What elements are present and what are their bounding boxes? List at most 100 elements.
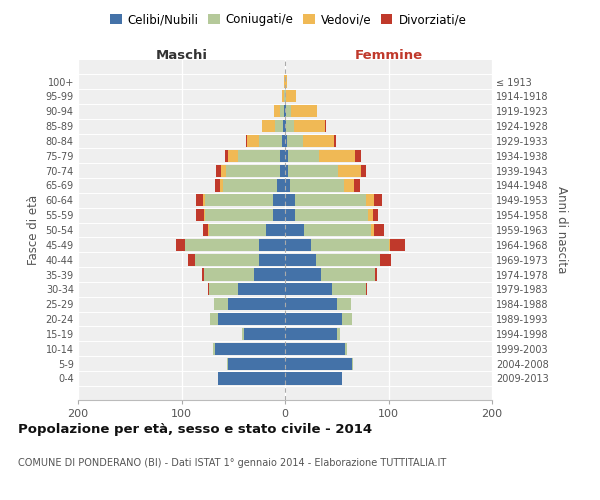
- Bar: [277, 180, 285, 192]
- Bar: [204, 268, 254, 280]
- Bar: [285, 209, 295, 221]
- Bar: [321, 268, 375, 280]
- Bar: [247, 135, 259, 147]
- Bar: [245, 135, 247, 147]
- Bar: [283, 120, 285, 132]
- Bar: [374, 224, 385, 236]
- Bar: [208, 284, 209, 296]
- Bar: [262, 120, 275, 132]
- Bar: [371, 224, 374, 236]
- Legend: Celibi/Nubili, Coniugati/e, Vedovi/e, Divorziati/e: Celibi/Nubili, Coniugati/e, Vedovi/e, Di…: [105, 8, 471, 31]
- Bar: [223, 180, 277, 192]
- Bar: [290, 180, 344, 192]
- Bar: [285, 90, 286, 102]
- Bar: [389, 239, 405, 251]
- Y-axis label: Fasce di età: Fasce di età: [27, 195, 40, 265]
- Bar: [285, 342, 345, 355]
- Bar: [285, 135, 287, 147]
- Bar: [288, 150, 319, 162]
- Bar: [373, 209, 378, 221]
- Bar: [226, 164, 280, 176]
- Bar: [218, 313, 285, 325]
- Bar: [242, 328, 244, 340]
- Bar: [287, 135, 302, 147]
- Bar: [285, 150, 288, 162]
- Bar: [211, 313, 218, 325]
- Bar: [259, 254, 285, 266]
- Bar: [259, 239, 285, 251]
- Bar: [295, 194, 366, 206]
- Bar: [215, 342, 285, 355]
- Bar: [205, 209, 272, 221]
- Bar: [282, 90, 284, 102]
- Bar: [285, 268, 321, 280]
- Bar: [274, 105, 280, 118]
- Bar: [225, 150, 228, 162]
- Bar: [285, 239, 311, 251]
- Bar: [203, 194, 205, 206]
- Bar: [272, 194, 285, 206]
- Bar: [361, 164, 366, 176]
- Bar: [285, 254, 316, 266]
- Bar: [286, 105, 291, 118]
- Bar: [285, 298, 337, 310]
- Bar: [295, 120, 325, 132]
- Y-axis label: Anni di nascita: Anni di nascita: [556, 186, 568, 274]
- Bar: [285, 105, 286, 118]
- Bar: [188, 254, 195, 266]
- Bar: [215, 164, 221, 176]
- Bar: [375, 268, 377, 280]
- Bar: [366, 284, 367, 296]
- Bar: [332, 284, 366, 296]
- Bar: [285, 164, 288, 176]
- Bar: [280, 150, 285, 162]
- Bar: [228, 150, 238, 162]
- Bar: [228, 298, 285, 310]
- Bar: [342, 313, 352, 325]
- Bar: [209, 284, 238, 296]
- Bar: [204, 209, 205, 221]
- Bar: [355, 180, 359, 192]
- Bar: [338, 164, 361, 176]
- Bar: [227, 358, 228, 370]
- Bar: [344, 180, 355, 192]
- Bar: [286, 90, 296, 102]
- Bar: [352, 358, 353, 370]
- Bar: [285, 224, 304, 236]
- Bar: [334, 135, 336, 147]
- Text: Popolazione per età, sesso e stato civile - 2014: Popolazione per età, sesso e stato civil…: [18, 422, 372, 436]
- Bar: [284, 76, 285, 88]
- Bar: [176, 239, 185, 251]
- Bar: [316, 254, 380, 266]
- Bar: [195, 254, 259, 266]
- Bar: [337, 328, 340, 340]
- Bar: [218, 372, 285, 384]
- Text: Maschi: Maschi: [155, 49, 208, 62]
- Bar: [266, 224, 285, 236]
- Bar: [304, 224, 371, 236]
- Bar: [380, 254, 391, 266]
- Bar: [285, 313, 342, 325]
- Bar: [214, 298, 228, 310]
- Bar: [374, 194, 382, 206]
- Bar: [209, 224, 266, 236]
- Bar: [212, 342, 215, 355]
- Bar: [280, 164, 285, 176]
- Bar: [196, 209, 204, 221]
- Bar: [275, 120, 283, 132]
- Text: COMUNE DI PONDERANO (BI) - Dati ISTAT 1° gennaio 2014 - Elaborazione TUTTITALIA.: COMUNE DI PONDERANO (BI) - Dati ISTAT 1°…: [18, 458, 446, 468]
- Bar: [284, 90, 285, 102]
- Bar: [272, 209, 285, 221]
- Bar: [221, 164, 226, 176]
- Bar: [302, 135, 334, 147]
- Bar: [220, 180, 223, 192]
- Bar: [285, 328, 337, 340]
- Bar: [311, 239, 389, 251]
- Bar: [325, 120, 326, 132]
- Bar: [254, 268, 285, 280]
- Bar: [238, 150, 280, 162]
- Bar: [355, 150, 361, 162]
- Bar: [244, 328, 285, 340]
- Bar: [295, 209, 368, 221]
- Bar: [285, 372, 342, 384]
